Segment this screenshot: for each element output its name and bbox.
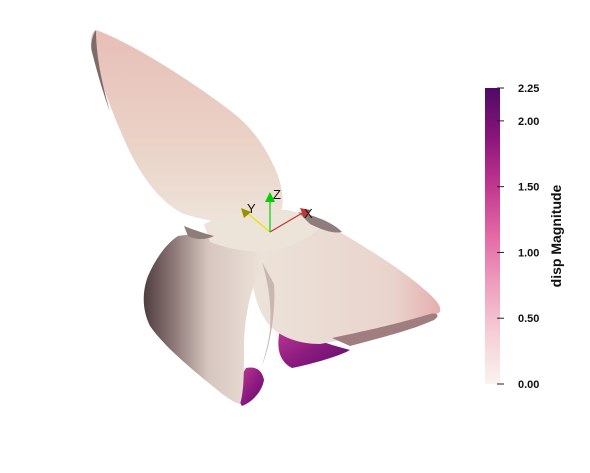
colorbar-ramp — [485, 88, 500, 384]
colorbar-ticks: 2.25 2.00 1.50 1.00 0.50 0.00 — [497, 83, 539, 391]
surface-wing-upper — [91, 30, 283, 226]
surface-center-patch — [204, 209, 322, 252]
axis-y-line — [245, 211, 271, 233]
surface-wing-right — [250, 223, 441, 344]
axis-x-line — [269, 211, 305, 233]
colorbar-tick-label: 0.00 — [518, 379, 539, 391]
colorbar-tick-label: 2.00 — [518, 116, 539, 128]
orientation-axes-widget: X Y Z — [241, 187, 313, 233]
surface-curl-lower — [143, 234, 262, 404]
axis-x-label: X — [304, 206, 313, 221]
axis-x-arrowhead — [300, 208, 310, 218]
axis-z-arrowhead — [265, 192, 275, 202]
colorbar-tick-label: 1.50 — [518, 182, 539, 194]
axis-y-arrowhead — [241, 208, 251, 218]
surface-wing-right-underside — [332, 313, 438, 346]
colorbar-tick-label: 0.50 — [518, 313, 539, 325]
surface-wing-upper-edge — [91, 30, 110, 112]
colorbar-legend[interactable]: 2.25 2.00 1.50 1.00 0.50 0.00 disp Magnitude — [485, 83, 564, 391]
surface-curl-inner-gap — [262, 262, 275, 366]
axis-y-label: Y — [247, 201, 256, 216]
colorbar-tick-label: 2.25 — [518, 83, 539, 95]
axis-z-label: Z — [273, 187, 281, 202]
colorbar-title: disp Magnitude — [548, 184, 564, 287]
deformed-surface-mesh[interactable] — [91, 30, 441, 406]
surface-lobe-underside-left — [238, 367, 264, 406]
surface-flap-left-edge — [184, 226, 214, 239]
colorbar-tick-label: 1.00 — [518, 247, 539, 259]
surface-flap-right-edge — [298, 212, 342, 233]
